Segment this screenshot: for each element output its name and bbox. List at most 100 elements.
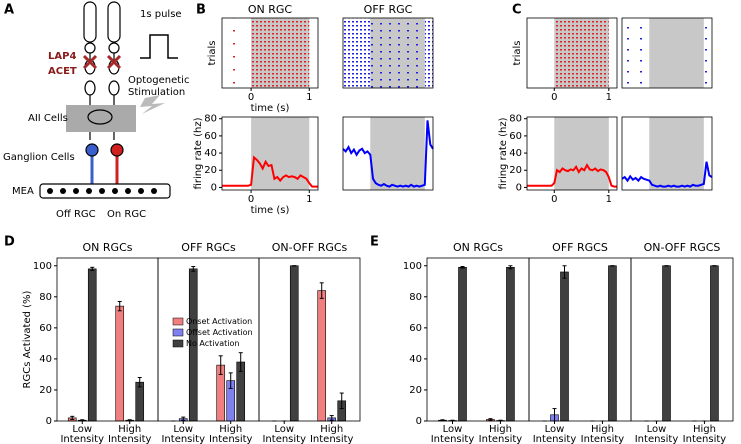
- x-tick-label: Low Intensity: [161, 424, 206, 444]
- axes-frame: [630, 257, 734, 422]
- subplot-title: OFF RGCS: [552, 241, 608, 254]
- x-tick-label: 1: [606, 194, 612, 205]
- axes-frame: [258, 257, 361, 422]
- drug-label: LAP4: [48, 51, 76, 62]
- panel-label: D: [4, 235, 15, 250]
- legend-label: No Activation: [186, 339, 239, 348]
- panel-label: B: [196, 3, 206, 18]
- y-tick-label: 0: [46, 416, 52, 427]
- y-tick-label: 60: [409, 323, 422, 334]
- y-tick-label: 80: [204, 114, 217, 125]
- y-tick-label: 80: [409, 292, 422, 303]
- y-tick-label: 40: [409, 354, 422, 365]
- bar: [506, 267, 515, 422]
- raster-texture: [424, 18, 433, 88]
- y-tick-label: 0: [211, 182, 217, 193]
- y-tick-label: 20: [204, 165, 217, 176]
- x-tick-label: High Intensity: [478, 424, 523, 444]
- y-axis-label: trials: [207, 41, 218, 66]
- raster-texture: [222, 18, 252, 88]
- raster-texture: [251, 18, 310, 88]
- raster-texture: [703, 18, 712, 88]
- raster-texture: [370, 18, 425, 88]
- axes-frame: [526, 17, 618, 89]
- drug-label: ACET: [48, 66, 77, 77]
- legend-swatch: [172, 328, 184, 337]
- x-tick-label: Low Intensity: [532, 424, 577, 444]
- stim-label: Stimulation: [128, 87, 185, 98]
- subplot-title: ON-OFF RGCs: [272, 241, 348, 254]
- bar: [289, 265, 299, 422]
- x-tick-label: Low Intensity: [430, 424, 475, 444]
- axes-frame: [621, 116, 713, 191]
- x-tick-label: 0: [551, 194, 557, 205]
- legend-label: Offset Activation: [186, 328, 253, 337]
- off-rgc-label: Off RGC: [56, 209, 96, 220]
- y-axis-label: trials: [512, 41, 523, 66]
- x-tick-label: 1: [306, 194, 312, 205]
- y-tick-label: 60: [509, 131, 522, 142]
- axes-frame: [526, 116, 618, 191]
- axes-frame: [342, 17, 434, 89]
- bar: [560, 271, 569, 422]
- subplot-title: ON-OFF RGCS: [644, 241, 721, 254]
- legend-swatch: [172, 317, 184, 326]
- y-tick-label: 40: [39, 354, 52, 365]
- subplot-title: ON RGC: [248, 3, 293, 16]
- x-tick-label: 0: [248, 92, 254, 103]
- bar: [87, 268, 97, 422]
- stim-label: Optogenetic: [128, 75, 189, 86]
- y-tick-label: 20: [409, 385, 422, 396]
- x-tick-label: Low Intensity: [262, 424, 307, 444]
- raster-texture: [622, 18, 650, 88]
- panel-label: C: [512, 3, 522, 18]
- legend-swatch: [172, 339, 184, 348]
- y-tick-label: 20: [39, 385, 52, 396]
- y-tick-label: 80: [39, 292, 52, 303]
- bar: [135, 381, 145, 422]
- axes-frame: [221, 17, 319, 89]
- bar: [115, 305, 125, 422]
- bar: [710, 265, 719, 422]
- y-axis-label: RGCs Activated (%): [22, 290, 33, 388]
- x-tick-label: 0: [551, 92, 557, 103]
- rate-line: [621, 161, 713, 188]
- aii-label: AII Cells: [28, 113, 68, 124]
- y-tick-label: 80: [509, 114, 522, 125]
- on-rgc-label: On RGC: [107, 209, 146, 220]
- axes-frame: [342, 116, 434, 191]
- x-tick-label: High Intensity: [682, 424, 727, 444]
- rate-line: [527, 163, 617, 188]
- rate-line: [342, 120, 434, 188]
- x-tick-label: High Intensity: [107, 424, 152, 444]
- y-tick-label: 60: [204, 131, 217, 142]
- y-tick-label: 100: [33, 261, 52, 272]
- bar: [458, 267, 467, 422]
- stimulus-window: [554, 117, 609, 190]
- panel-label: A: [4, 3, 14, 18]
- bar: [317, 290, 327, 422]
- raster-texture: [309, 18, 318, 88]
- y-tick-label: 0: [516, 182, 522, 193]
- subplot-title: ON RGCs: [453, 241, 503, 254]
- legend-label: Onset Activation: [186, 317, 252, 326]
- x-axis-label: time (s): [251, 205, 290, 216]
- y-tick-label: 40: [204, 148, 217, 159]
- subplot-title: OFF RGC: [364, 3, 413, 16]
- x-tick-label: 1: [606, 92, 612, 103]
- stimulus-window: [370, 117, 425, 190]
- ganglion-label: Ganglion Cells: [3, 152, 75, 163]
- mea-label: MEA: [12, 186, 34, 197]
- raster-texture: [554, 18, 609, 88]
- x-tick-label: Low Intensity: [60, 424, 105, 444]
- raster-texture: [343, 18, 371, 88]
- y-axis-label: firing rate (hz): [193, 117, 204, 189]
- x-tick-label: 1: [306, 92, 312, 103]
- x-tick-label: 0: [248, 194, 254, 205]
- x-tick-label: High Intensity: [580, 424, 625, 444]
- x-axis-label: time (s): [251, 103, 290, 114]
- rate-line: [222, 155, 318, 188]
- x-tick-label: High Intensity: [208, 424, 253, 444]
